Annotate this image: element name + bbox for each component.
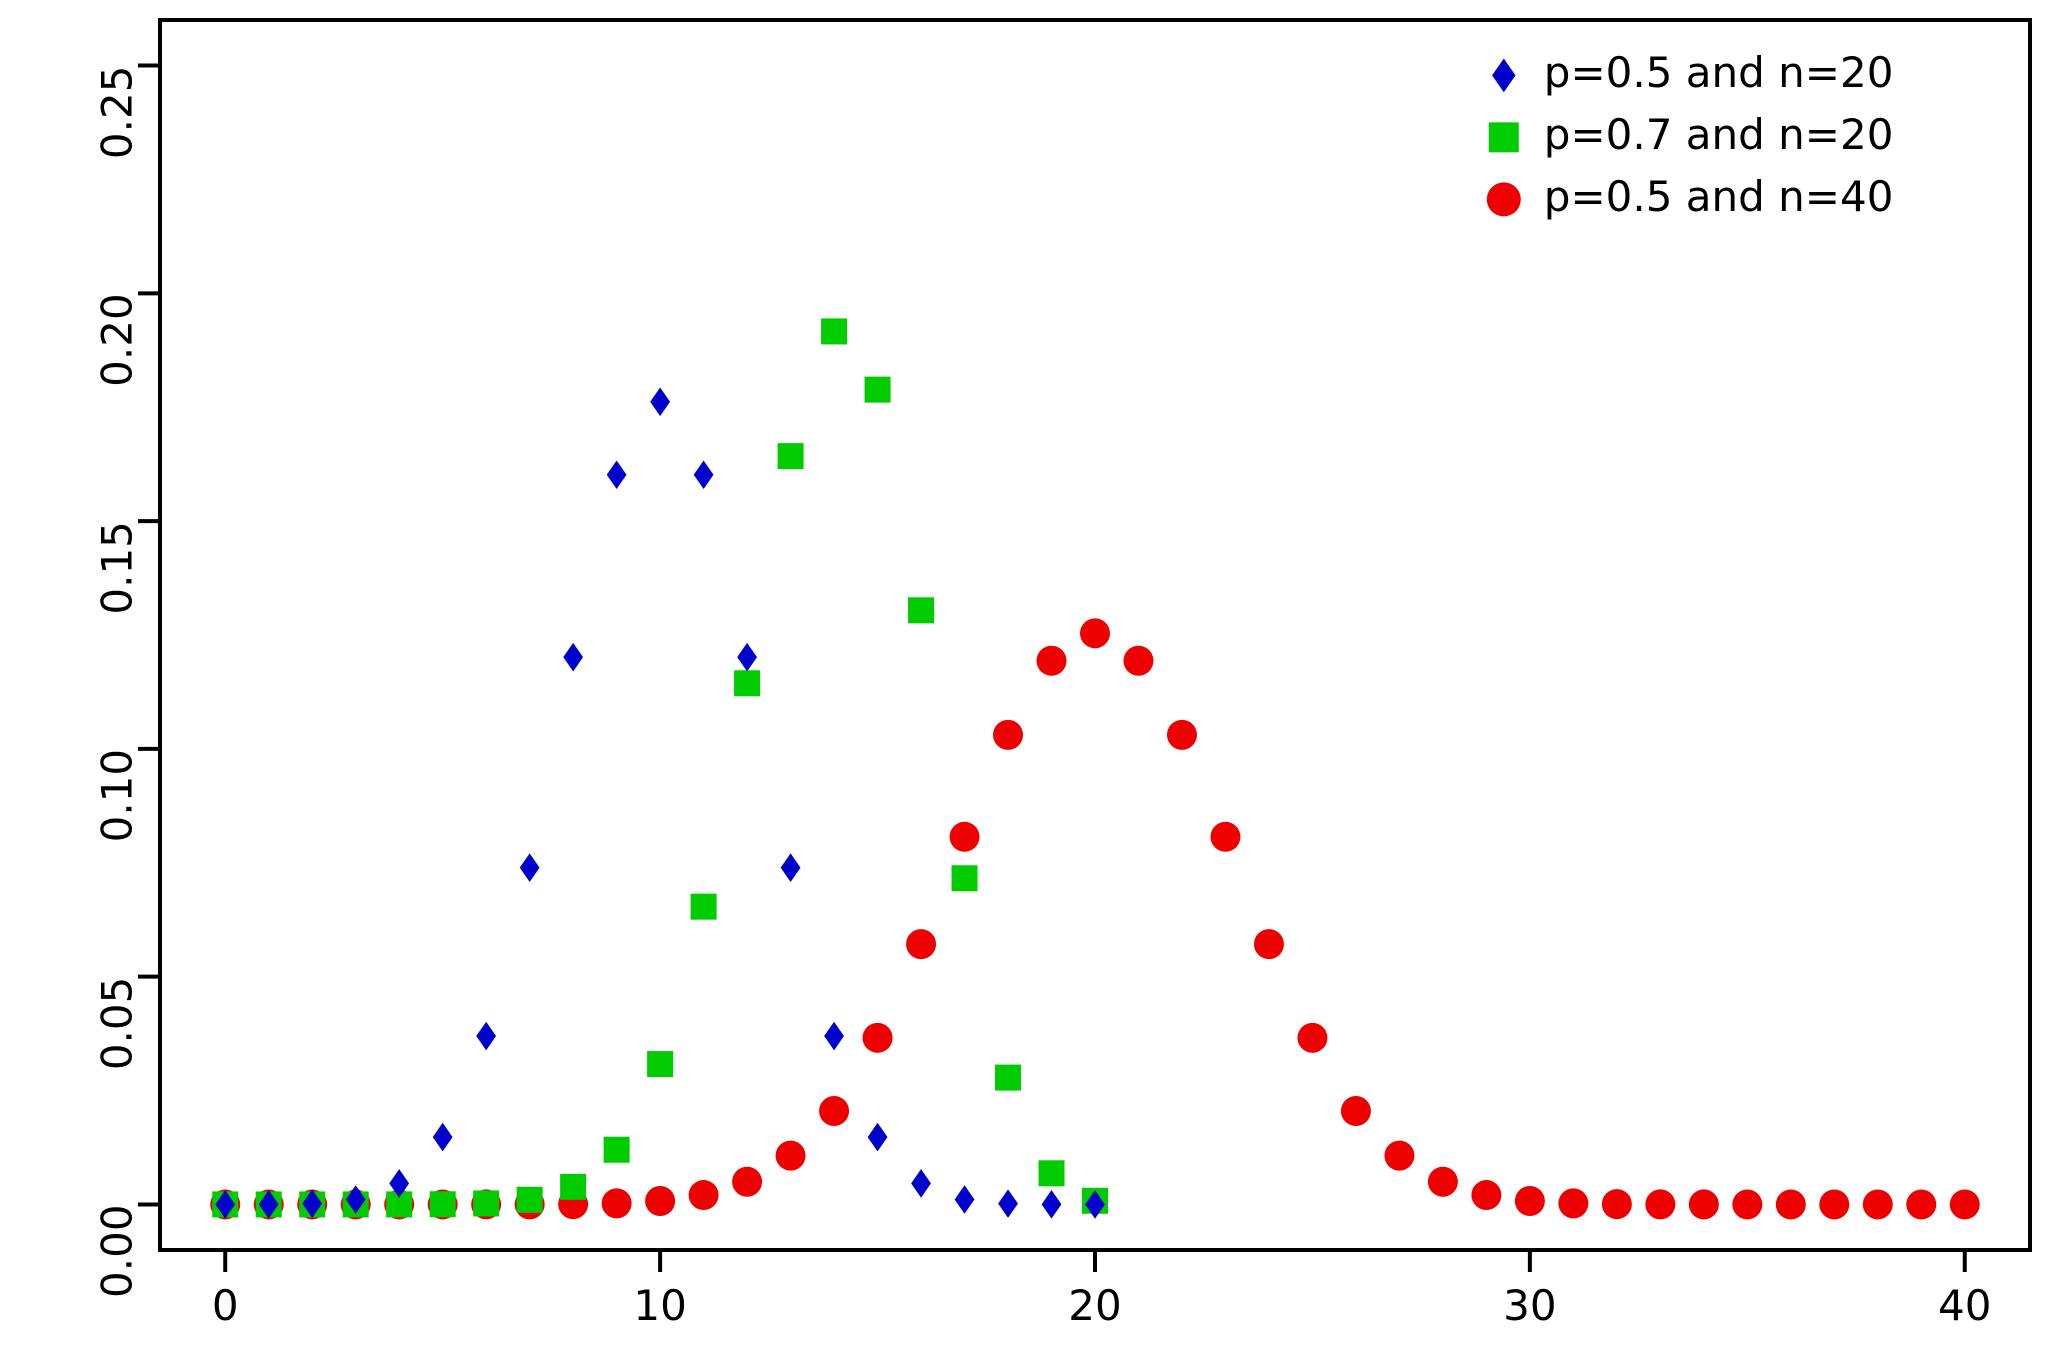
data-point <box>1167 720 1197 750</box>
data-point <box>863 1023 893 1053</box>
legend-label: p=0.7 and n=20 <box>1544 110 1894 159</box>
data-point <box>732 1167 762 1197</box>
legend-label: p=0.5 and n=20 <box>1544 48 1894 97</box>
data-point <box>689 1180 719 1210</box>
data-point <box>1341 1096 1371 1126</box>
data-point <box>1689 1189 1719 1219</box>
data-point <box>1776 1189 1806 1219</box>
data-point <box>993 720 1023 750</box>
data-point <box>647 1051 673 1077</box>
legend-label: p=0.5 and n=40 <box>1544 172 1894 221</box>
data-point <box>821 318 847 344</box>
x-tick-label: 10 <box>633 1281 686 1330</box>
data-point <box>778 443 804 469</box>
data-point <box>1515 1186 1545 1216</box>
data-point <box>645 1186 675 1216</box>
data-point <box>1471 1180 1501 1210</box>
x-tick-label: 0 <box>212 1281 239 1330</box>
data-point <box>908 597 934 623</box>
data-point <box>1819 1189 1849 1219</box>
data-point <box>1428 1167 1458 1197</box>
data-point <box>1123 646 1153 676</box>
binomial-scatter-chart: 0 10 20 30 40 0.00 0.05 0.10 0.15 0.20 0.25 p=0.5 a… <box>0 0 2048 1364</box>
data-point <box>430 1191 456 1217</box>
data-point <box>995 1065 1021 1091</box>
data-point <box>865 377 891 403</box>
data-point <box>1602 1189 1632 1219</box>
data-point <box>1210 822 1240 852</box>
x-tick-label: 40 <box>1938 1281 1991 1330</box>
data-point <box>1037 646 1067 676</box>
x-tick-label: 30 <box>1503 1281 1556 1330</box>
data-point <box>1732 1189 1762 1219</box>
y-tick-label: 0.00 <box>93 1204 142 1298</box>
x-tick-label: 20 <box>1068 1281 1121 1330</box>
data-point <box>906 929 936 959</box>
data-point <box>602 1188 632 1218</box>
data-point <box>776 1141 806 1171</box>
data-point <box>1645 1189 1675 1219</box>
data-point <box>473 1190 499 1216</box>
y-tick-label: 0.25 <box>93 66 142 160</box>
data-point <box>517 1187 543 1213</box>
data-point <box>1384 1141 1414 1171</box>
legend-marker <box>1487 182 1521 216</box>
data-point <box>1254 929 1284 959</box>
y-tick-label: 0.15 <box>93 521 142 615</box>
y-tick-label: 0.10 <box>93 749 142 843</box>
data-point <box>1558 1188 1588 1218</box>
data-point <box>1950 1189 1980 1219</box>
data-point <box>604 1137 630 1163</box>
data-point <box>952 865 978 891</box>
data-point <box>1039 1160 1065 1186</box>
data-point <box>1906 1189 1936 1219</box>
data-point <box>691 894 717 920</box>
data-point <box>819 1096 849 1126</box>
data-point <box>734 670 760 696</box>
data-point <box>1080 618 1110 648</box>
data-point <box>1863 1189 1893 1219</box>
data-point <box>950 822 980 852</box>
y-tick-label: 0.20 <box>93 293 142 387</box>
data-point <box>560 1174 586 1200</box>
y-tick-label: 0.05 <box>93 977 142 1071</box>
legend-marker <box>1489 122 1519 152</box>
data-point <box>1297 1023 1327 1053</box>
